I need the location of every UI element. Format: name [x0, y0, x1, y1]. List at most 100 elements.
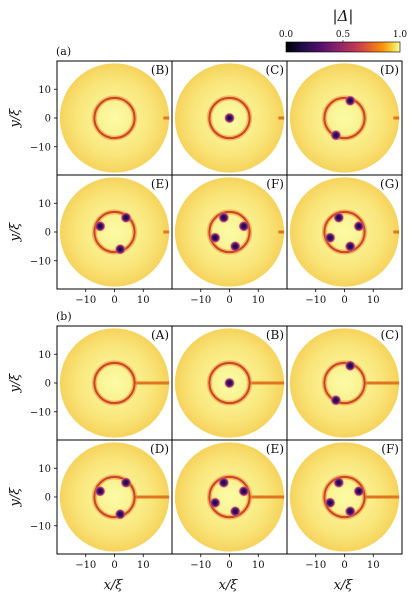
panel-label: (A) — [151, 328, 169, 342]
panel: (D) — [286, 60, 403, 176]
panel: (E) −10 0 10 — [171, 439, 288, 571]
colorbar-bar — [285, 41, 401, 53]
panel: (G) −10 0 10 — [286, 174, 403, 306]
y-tick-label: 10 — [38, 464, 51, 475]
panel: (C) — [171, 60, 288, 176]
panel-label: (F) — [266, 177, 284, 191]
ring-defect — [323, 210, 366, 254]
order-parameter-disc — [289, 328, 400, 438]
y-tick-label: −10 — [30, 142, 51, 153]
colorbar-tick: 0.0 — [279, 30, 294, 40]
ring-defect — [93, 210, 136, 254]
order-parameter-disc — [289, 177, 400, 287]
ring-defect — [93, 475, 136, 519]
y-tick-label: −10 — [30, 256, 51, 267]
panel: (C) — [286, 325, 403, 441]
x-tick-label: −10 — [190, 295, 211, 306]
vortex-core — [209, 497, 221, 509]
vortex-core — [218, 212, 230, 224]
panel-label: (D) — [380, 63, 399, 77]
x-axis-label: x/ξ — [334, 578, 354, 593]
x-tick-label: 0 — [341, 295, 347, 306]
y-tick-label: −10 — [30, 521, 51, 532]
y-axis-label: y/ξ — [8, 108, 23, 129]
vortex-core — [224, 377, 235, 389]
order-parameter-disc — [59, 442, 170, 552]
vortex-core — [209, 232, 221, 244]
vortex-core — [344, 240, 356, 252]
y-tick-label: 0 — [45, 228, 51, 239]
vortex-core — [114, 508, 126, 520]
vortex-core — [229, 240, 241, 252]
vortex-core — [353, 485, 365, 497]
panel: (B) 10 0 −10 — [30, 60, 173, 176]
x-tick-label: 10 — [137, 295, 150, 306]
x-tick-label: −10 — [305, 560, 326, 571]
panel-label: (E) — [266, 442, 284, 456]
y-tick-label: −10 — [30, 407, 51, 418]
ring-defect — [323, 475, 366, 519]
panel: (B) — [171, 325, 288, 441]
x-tick-label: 0 — [341, 560, 347, 571]
vortex-core — [120, 477, 132, 489]
ring-defect — [208, 475, 251, 519]
panel-label: (E) — [151, 177, 169, 191]
panel-label: (G) — [380, 177, 399, 191]
ring-defect — [93, 96, 136, 140]
panel-label: (D) — [150, 442, 169, 456]
vortex-core — [218, 477, 230, 489]
panel-label: (F) — [381, 442, 399, 456]
x-tick-label: −10 — [75, 295, 96, 306]
panel-label: (C) — [265, 63, 284, 77]
y-tick-label: 0 — [45, 493, 51, 504]
x-tick-label: 10 — [367, 560, 380, 571]
vortex-core — [330, 394, 342, 406]
x-tick-label: 10 — [137, 560, 150, 571]
colorbar-tick: 0.5 — [336, 30, 351, 40]
x-tick-label: −10 — [75, 560, 96, 571]
y-axis-label: y/ξ — [8, 487, 23, 508]
order-parameter-disc — [174, 442, 285, 552]
x-tick-label: −10 — [305, 295, 326, 306]
x-tick-label: 0 — [111, 560, 117, 571]
panel: (F) −10 0 10 — [171, 174, 288, 306]
group-tag-b: (b) — [56, 310, 72, 323]
group-tag-a: (a) — [56, 45, 71, 58]
colorbar: |Δ| 0.0 0.5 1.0 — [279, 7, 408, 53]
order-parameter-disc — [289, 63, 400, 173]
vortex-core — [94, 220, 106, 232]
y-axis-label: y/ξ — [8, 373, 23, 394]
x-tick-label: 10 — [252, 295, 265, 306]
order-parameter-disc — [174, 177, 285, 287]
ring-defect — [208, 361, 251, 405]
vortex-core — [333, 212, 345, 224]
panel-label: (B) — [266, 328, 284, 342]
order-parameter-disc — [289, 442, 400, 552]
vortex-core — [353, 220, 365, 232]
x-tick-label: 0 — [226, 295, 232, 306]
order-parameter-disc — [59, 177, 170, 287]
vortex-core — [238, 220, 250, 232]
x-axis-label: x/ξ — [104, 578, 124, 593]
panel: (D) 10 0 −10 −10 0 10 — [30, 439, 173, 571]
vortex-core — [344, 95, 356, 107]
vortex-core — [344, 360, 356, 372]
x-tick-label: 10 — [367, 295, 380, 306]
panel-label: (C) — [380, 328, 399, 342]
y-axis-label: y/ξ — [8, 222, 23, 243]
panel-grid: (B)100−10(C) (D)(E)100−10−10 0 10(F)−10 0 10(… — [30, 60, 403, 571]
vortex-core — [120, 212, 132, 224]
x-tick-label: −10 — [190, 560, 211, 571]
vortex-core — [344, 505, 356, 517]
x-tick-label: 0 — [111, 295, 117, 306]
order-parameter-disc — [59, 63, 170, 173]
vortex-core — [333, 477, 345, 489]
colorbar-tick: 1.0 — [393, 30, 408, 40]
ring-defect — [208, 210, 251, 254]
y-tick-label: 0 — [45, 114, 51, 125]
vortex-core — [224, 112, 235, 124]
ring-defect — [208, 96, 251, 140]
vortex-core — [229, 505, 241, 517]
vortex-core — [94, 485, 106, 497]
